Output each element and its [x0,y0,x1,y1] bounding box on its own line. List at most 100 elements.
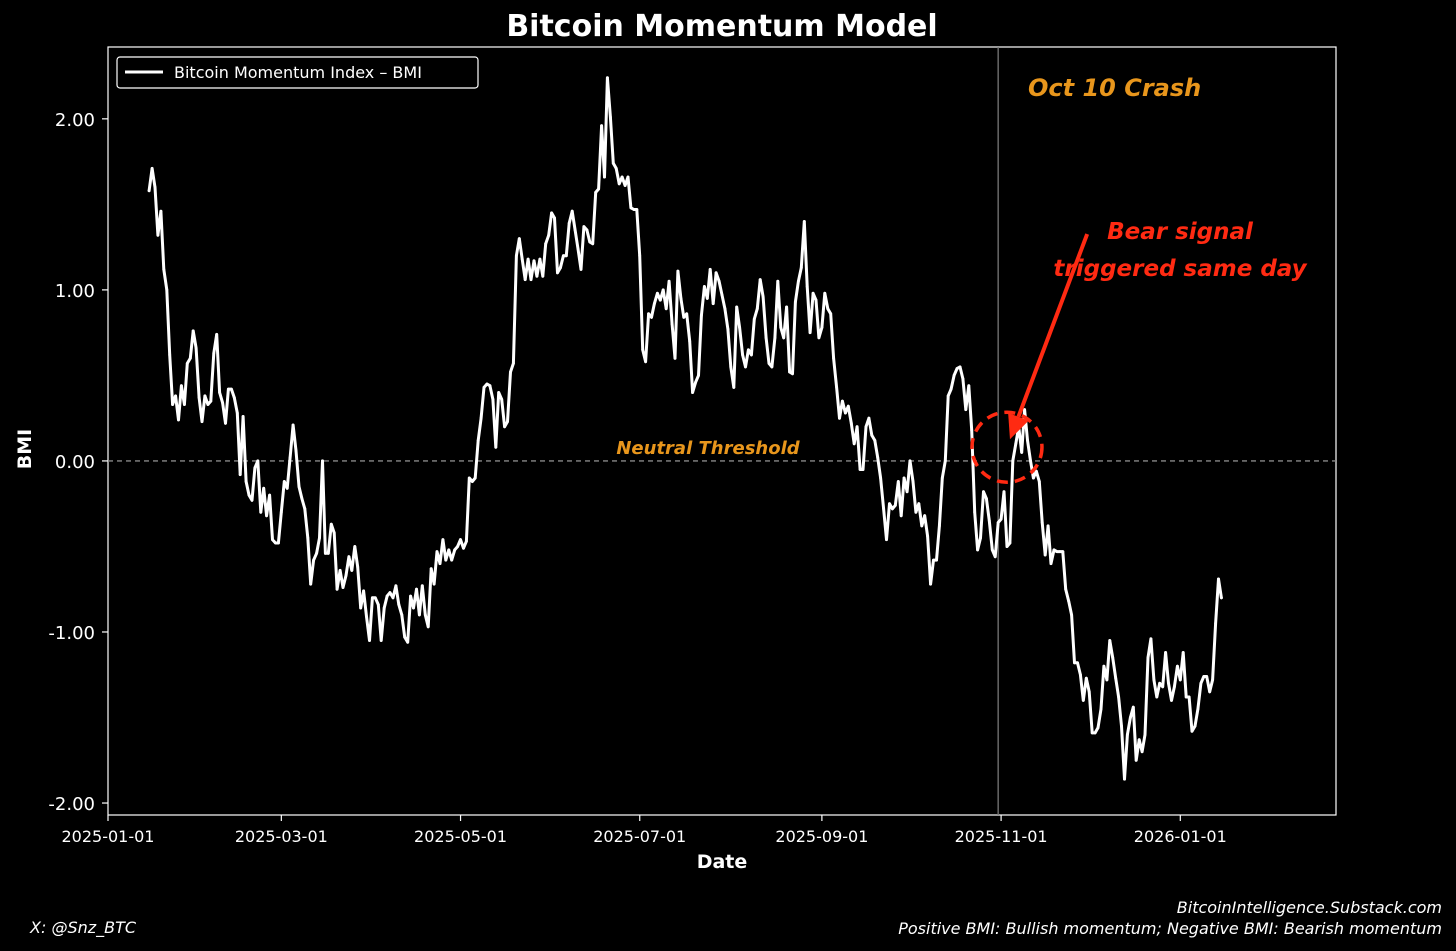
data-point [212,351,216,355]
data-point [705,297,709,300]
data-point [1029,459,1032,463]
data-point [1093,731,1097,735]
data-point [973,510,977,514]
data-point [982,490,985,494]
data-point [1202,675,1206,678]
data-point [758,278,762,281]
data-point [1011,459,1015,463]
data-point [450,558,454,562]
data-point [423,613,427,617]
data-point [162,268,166,271]
data-point [1196,707,1200,711]
data-point [597,187,600,191]
data-point [993,555,997,559]
data-point [855,425,859,429]
data-point [265,514,268,518]
data-point [976,548,979,552]
data-point [823,291,827,295]
data-point [371,596,374,600]
data-point [961,377,965,381]
data-point [526,257,530,261]
data-point [180,384,183,388]
data-point [277,541,280,545]
data-point [820,326,824,329]
data-point [532,259,536,263]
data-point [623,184,627,187]
data-point [288,456,292,459]
data-point [400,613,404,617]
data-point [573,228,577,232]
data-point [708,268,712,271]
data-point [826,307,830,311]
plot-frame [107,46,1337,816]
data-point [767,362,771,365]
data-point [500,398,504,401]
x-tick-label: 2025-01-01 [62,827,155,846]
data-point [215,333,219,336]
data-point [996,521,1000,524]
data-point [185,362,189,365]
data-point [703,285,706,288]
data-point [1114,676,1118,680]
data-point [297,485,301,488]
data-point [620,175,624,179]
data-point [688,339,692,343]
data-point [1220,596,1223,600]
data-point [635,208,639,211]
data-point [761,295,765,299]
data-point [676,269,680,273]
y-tick-label: 0.00 [55,452,95,473]
data-point [294,449,298,453]
bear-signal-annotation: Bear signal triggered same day [970,219,1308,484]
data-point [588,240,592,244]
data-point [611,161,615,165]
data-point [221,401,225,405]
data-point [811,291,815,295]
data-point [732,386,736,389]
data-point [926,534,929,538]
data-point [412,606,415,610]
data-point [682,315,686,319]
data-point [794,300,797,304]
data-point [1040,521,1044,524]
data-point [394,584,398,588]
data-point [200,420,204,423]
legend: Bitcoin Momentum Index – BMI [116,56,479,89]
data-point [306,536,310,540]
data-point [1199,681,1203,685]
data-point [159,209,163,213]
data-point [885,538,888,541]
data-point [576,247,580,251]
y-axis-label: BMI [14,429,36,469]
data-point [362,589,365,593]
data-point [987,519,991,523]
data-point [802,220,806,223]
data-point [679,297,683,300]
data-point [1149,637,1153,641]
data-point [203,394,207,398]
data-point [661,288,665,292]
data-point [970,428,974,432]
data-point [391,596,395,600]
data-point [321,459,324,463]
data-point [171,403,175,406]
data-point [717,279,721,283]
y-axis: 2.00 1.00 0.00 -1.00 -2.00 [48,110,108,815]
footer-handle: X: @Snz_BTC [30,918,137,937]
data-point [291,423,295,427]
data-point [579,268,583,271]
data-point [365,615,368,618]
data-point [832,356,835,360]
data-point [940,476,944,480]
data-point [585,228,589,232]
data-point [955,367,959,370]
data-point [1193,724,1197,728]
data-point [206,403,210,406]
data-point [914,510,918,514]
data-point [235,411,239,415]
y-tick-label: 1.00 [55,281,95,302]
data-point [785,305,788,309]
data-point [1055,550,1059,553]
data-point [244,480,248,483]
data-point [908,459,912,463]
